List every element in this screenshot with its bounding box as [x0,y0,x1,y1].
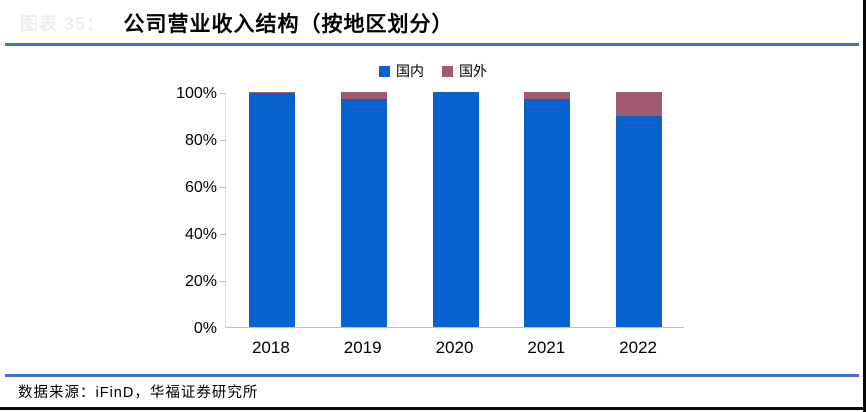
right-frame-border [863,0,866,412]
legend-swatch-icon [379,65,390,77]
y-axis-tick [220,187,226,188]
x-tick-label: 2018 [251,338,290,357]
y-axis-tick [220,140,226,141]
chart-title: 公司营业收入结构（按地区划分） [123,13,454,36]
y-axis-tick [220,93,226,94]
legend-item: 国内 [379,61,424,81]
title-divider [5,43,859,46]
y-tick-label: 60% [184,178,217,196]
y-axis-tick [220,234,226,235]
bar-segment [616,92,663,116]
legend-item: 国外 [442,61,487,81]
stacked-bar [248,92,295,327]
stacked-bar [340,92,387,327]
bar-segment [340,92,387,100]
title-row: 图表 35： 公司营业收入结构（按地区划分） [20,8,453,38]
y-tick-label: 100% [176,84,217,102]
y-tick-label: 80% [184,131,217,149]
x-tick-label: 2020 [435,338,474,357]
legend-swatch-icon [442,65,453,77]
x-tick-label: 2019 [343,338,382,357]
bottom-frame-border [0,407,866,410]
x-tick-label: 2021 [527,338,566,357]
stacked-bar [616,92,663,327]
plot-area [220,92,684,328]
footer-divider [5,374,859,377]
y-tick-label: 20% [184,272,217,290]
y-tick-label: 40% [184,225,217,243]
y-axis-labels: 0% 20% 40% 60% 80% 100% [0,85,217,337]
stacked-bar [524,92,571,327]
chart-legend: 国内 国外 [0,61,866,81]
x-tick-label: 2022 [619,338,657,357]
bar-segment [340,99,387,327]
legend-label: 国外 [459,63,487,79]
y-axis-tick [220,281,226,282]
stacked-bar [432,92,479,327]
bar-segment [248,93,295,327]
legend-label: 国内 [396,63,424,79]
bar-segment [432,92,479,327]
bar-segment [524,99,571,327]
x-axis-labels: 2018 2019 2020 2021 2022 [225,338,684,362]
source-note: 数据来源：iFinD，华福证券研究所 [18,385,259,401]
bar-segment [248,92,295,94]
bar-segment [616,115,663,327]
bar-segment [524,92,571,100]
y-tick-label: 0% [193,319,217,337]
figure-number-ghost: 图表 35： [20,14,106,34]
